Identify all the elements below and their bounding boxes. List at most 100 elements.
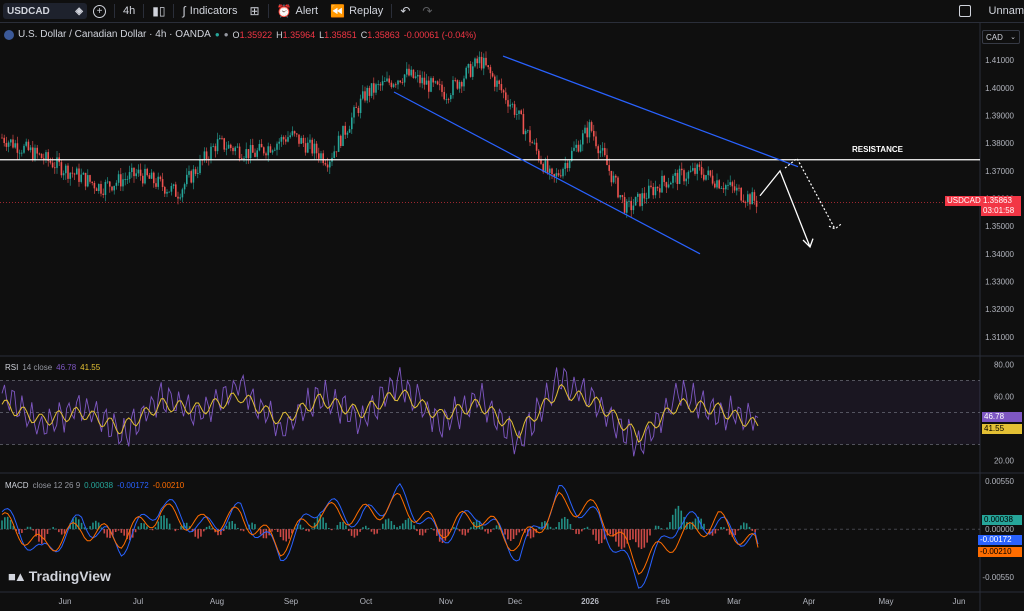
- layout-name[interactable]: Unnam: [988, 5, 1024, 17]
- macd-histogram-bar: [35, 529, 37, 537]
- candle-body: [76, 168, 78, 175]
- macd-histogram-bar: [461, 529, 464, 535]
- macd-histogram-bar: [387, 518, 390, 530]
- candle-body: [304, 143, 307, 153]
- candle-body: [469, 64, 472, 77]
- macd-histogram-bar: [325, 522, 327, 530]
- redo-button[interactable]: ↷: [416, 0, 438, 22]
- candle-body: [458, 82, 461, 89]
- macd-histogram-bar: [600, 529, 603, 544]
- candle-body: [590, 122, 593, 131]
- candle-body: [401, 82, 404, 84]
- candle-body: [709, 170, 712, 176]
- candle-body: [566, 162, 569, 169]
- x-tick-label: Jun: [953, 597, 966, 606]
- candle-body: [689, 170, 692, 172]
- macd-line-tag: -0.00172: [978, 535, 1022, 545]
- macd-histogram-bar: [77, 519, 80, 530]
- fullscreen-checkbox[interactable]: [958, 5, 971, 17]
- candle-body: [412, 69, 415, 78]
- macd-histogram-bar: [69, 523, 72, 530]
- candle-body: [216, 139, 219, 152]
- candle-body: [276, 143, 278, 150]
- rsi-value-tag: 46.78: [982, 412, 1022, 422]
- candle-body: [630, 200, 632, 211]
- macd-legend: MACD close 12 26 9 0.00038 -0.00172 -0.0…: [5, 481, 184, 490]
- candle-body: [582, 133, 584, 145]
- macd-histogram-bar: [174, 529, 177, 532]
- macd-histogram-bar: [38, 529, 40, 542]
- macd-histogram-bar: [180, 526, 182, 530]
- macd-histogram-bar: [157, 521, 160, 530]
- currency-select[interactable]: CAD ⌄: [982, 30, 1020, 44]
- macd-histogram-bar: [234, 523, 236, 530]
- candle-body: [443, 91, 445, 100]
- candle-body: [511, 104, 514, 106]
- legend-title[interactable]: U.S. Dollar / Canadian Dollar · 4h · OAN…: [18, 29, 211, 40]
- rsi-name[interactable]: RSI: [5, 363, 19, 372]
- macd-series-line: [1, 482, 759, 589]
- macd-name[interactable]: MACD: [5, 481, 29, 490]
- macd-histogram-bar: [220, 529, 222, 535]
- candle-body: [549, 168, 551, 173]
- candle-body: [82, 172, 85, 175]
- macd-histogram-bar: [734, 529, 737, 536]
- candle-body: [612, 175, 615, 183]
- replay-button[interactable]: ⏪ Replay: [324, 0, 389, 22]
- macd-histogram-bar: [583, 527, 586, 530]
- candle-body: [45, 152, 47, 161]
- macd-tick-label: -0.00550: [982, 573, 1014, 582]
- candle-body: [749, 194, 751, 205]
- rsi-series-line: [1, 367, 759, 457]
- macd-histogram-bar: [708, 529, 711, 535]
- candle-body: [3, 137, 5, 144]
- macd-histogram-bar: [177, 529, 180, 530]
- candle-body: [164, 187, 166, 194]
- macd-histogram-bar: [416, 529, 418, 532]
- candle-body: [150, 172, 153, 179]
- candle-body: [34, 147, 36, 161]
- macd-histogram-bar: [208, 525, 211, 530]
- rsi-legend: RSI 14 close 46.78 41.55: [5, 363, 100, 372]
- macd-histogram-bar: [529, 529, 532, 539]
- macd-tick-label: 0.00550: [985, 477, 1014, 486]
- redo-icon: ↷: [422, 4, 433, 18]
- macd-histogram-bar: [330, 529, 333, 531]
- indicators-button[interactable]: ∫ Indicators: [176, 0, 243, 22]
- templates-button[interactable]: ⊞: [243, 0, 265, 22]
- undo-button[interactable]: ↶: [394, 0, 416, 22]
- candle-body: [663, 175, 665, 183]
- candle-body: [69, 172, 71, 179]
- rsi-ma-value: 41.55: [80, 363, 101, 372]
- candle-body: [7, 142, 10, 147]
- candle-body: [62, 173, 65, 176]
- candle-body: [478, 56, 481, 64]
- symbol-search[interactable]: USDCAD ◈: [3, 3, 87, 19]
- x-tick-label: Oct: [360, 597, 373, 606]
- macd-histogram-bar: [598, 529, 600, 544]
- candle-body: [65, 165, 67, 174]
- candle-body: [335, 151, 338, 153]
- macd-histogram-bar: [484, 529, 486, 532]
- candle-body: [5, 143, 8, 147]
- macd-histogram-bar: [12, 525, 15, 530]
- y-tick-label: 1.33000: [985, 277, 1014, 286]
- macd-histogram-bar: [134, 529, 137, 533]
- tradingview-logo[interactable]: ■▲ TradingView: [8, 568, 111, 584]
- candle-body: [555, 173, 558, 177]
- macd-histogram-bar: [140, 523, 143, 530]
- macd-histogram-bar: [609, 529, 612, 535]
- macd-histogram-bar: [711, 529, 714, 536]
- interval-button[interactable]: 4h: [123, 5, 136, 17]
- candle-body: [183, 184, 186, 190]
- channel-lower-line: [393, 91, 701, 255]
- alert-button[interactable]: ⏰ Alert: [271, 0, 325, 22]
- add-symbol-button[interactable]: +: [87, 0, 112, 22]
- chart-type-button[interactable]: ▮▯: [146, 0, 171, 22]
- undo-icon: ↶: [400, 4, 411, 18]
- candle-body: [333, 151, 335, 158]
- macd-histogram-bar: [63, 529, 66, 534]
- candle-body: [577, 144, 580, 152]
